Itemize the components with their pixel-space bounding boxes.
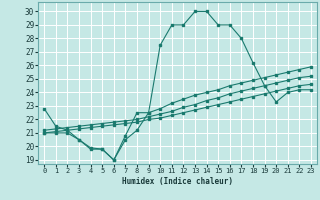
- X-axis label: Humidex (Indice chaleur): Humidex (Indice chaleur): [122, 177, 233, 186]
